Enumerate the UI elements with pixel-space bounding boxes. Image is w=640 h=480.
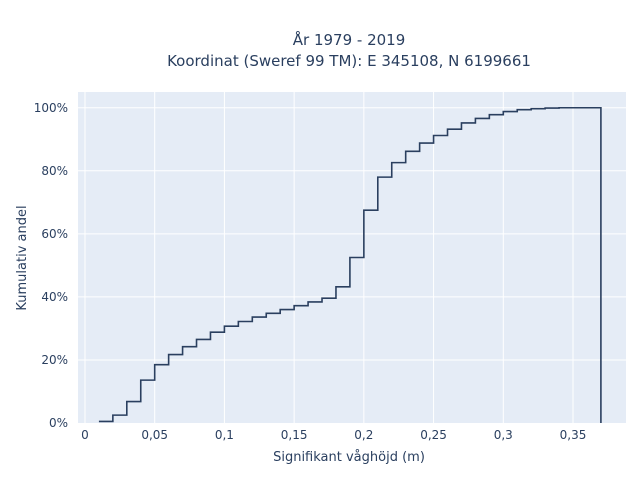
x-tick-label: 0,1 xyxy=(215,428,234,442)
y-tick-label: 40% xyxy=(41,290,68,304)
x-tick-label: 0,15 xyxy=(281,428,308,442)
y-axis-label: Kumulativ andel xyxy=(15,205,30,310)
x-tick-label: 0,05 xyxy=(141,428,168,442)
x-tick-label: 0,25 xyxy=(420,428,447,442)
x-tick-label: 0,35 xyxy=(560,428,587,442)
y-tick-label: 80% xyxy=(41,164,68,178)
x-axis-label: Signifikant våghöjd (m) xyxy=(273,450,425,465)
tick-labels: 0 0,05 0,1 0,15 0,2 0,25 0,3 0,35 0% 20% 40% 60% 80%… xyxy=(34,101,587,442)
chart-title-line2: Koordinat (Sweref 99 TM): E 345108, N 61… xyxy=(167,52,531,70)
cdf-step-line xyxy=(98,106,602,423)
y-tick-label: 100% xyxy=(34,101,68,115)
chart-title-line1: År 1979 - 2019 xyxy=(293,30,406,49)
y-tick-label: 20% xyxy=(41,353,68,367)
x-tick-label: 0 xyxy=(81,428,89,442)
y-tick-label: 60% xyxy=(41,227,68,241)
x-tick-label: 0,2 xyxy=(354,428,373,442)
x-tick-label: 0,3 xyxy=(494,428,513,442)
y-tick-label: 0% xyxy=(49,416,68,430)
